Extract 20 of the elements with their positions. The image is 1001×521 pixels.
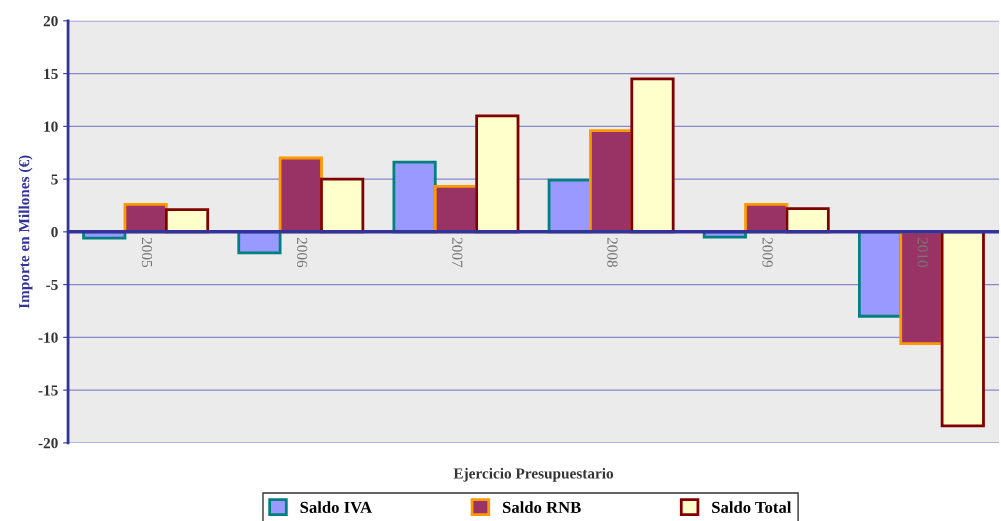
x-tick-label: 2009	[762, 237, 773, 268]
x-axis-title: Ejercicio Presupuestario	[453, 467, 614, 482]
x-tick-label: 2008	[607, 237, 618, 268]
y-tick-label: 0	[51, 226, 58, 238]
legend-label: Saldo IVA	[300, 501, 372, 514]
x-tick-label: 2005	[141, 237, 153, 268]
y-tick-label: 10	[44, 121, 58, 132]
y-tick-label: -10	[38, 332, 58, 343]
y-tick-label: 5	[51, 174, 58, 185]
legend-label: Saldo RNB	[502, 501, 581, 514]
y-tick-label: -15	[38, 385, 58, 396]
y-tick-label: -20	[38, 437, 58, 449]
x-tick-label: 2007	[452, 237, 463, 268]
y-tick-label: -5	[46, 279, 58, 291]
y-axis-title: Importe en Millones (€)	[18, 155, 33, 309]
y-tick-label: 15	[44, 68, 58, 80]
legend-label: Saldo Total	[712, 501, 792, 514]
x-tick-label: 2006	[296, 237, 308, 268]
x-tick-label: 2010	[917, 237, 928, 268]
y-tick-label: 20	[43, 15, 58, 27]
